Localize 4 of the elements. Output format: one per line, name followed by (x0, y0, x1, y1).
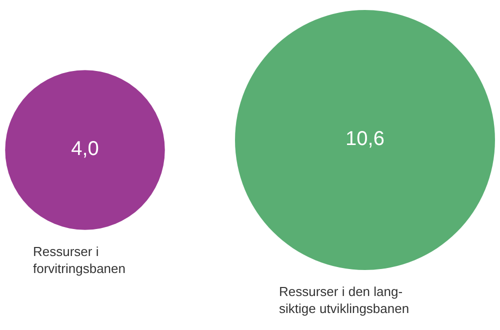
category-label: Ressurser i forvitringsbanen (33, 244, 126, 276)
category-label: Ressurser i den lang- siktige utviklingsbanen (279, 284, 410, 316)
data-label: 10,6 (346, 128, 384, 150)
data-label: 4,0 (71, 138, 99, 160)
